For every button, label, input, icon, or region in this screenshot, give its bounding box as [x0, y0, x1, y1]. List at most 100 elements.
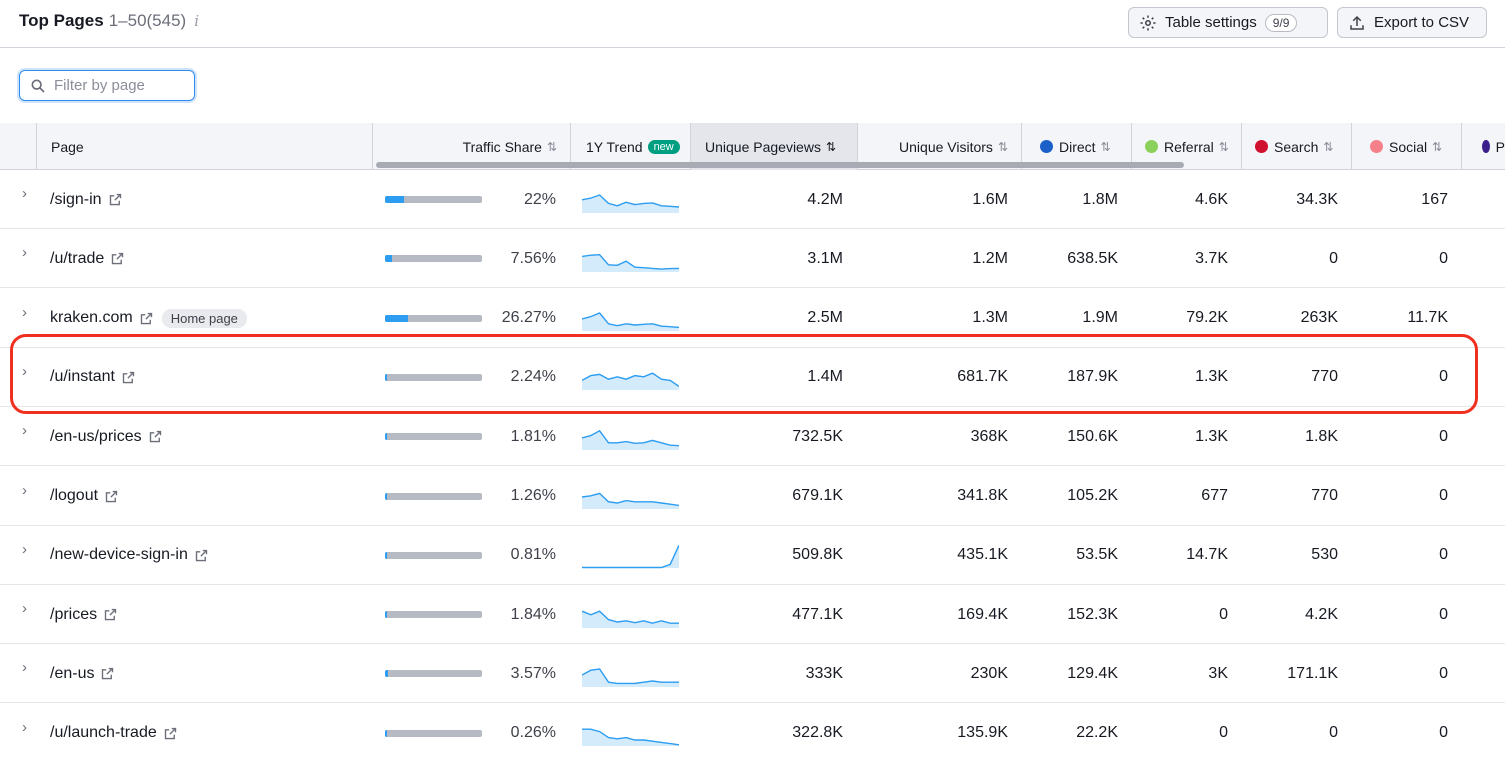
- column-label: Unique Pageviews: [705, 138, 821, 155]
- page-link[interactable]: /u/instant: [50, 368, 115, 386]
- column-header-page[interactable]: Page: [36, 123, 373, 170]
- table-row[interactable]: › /en-us 3.57% 333K 230K 129.4K 3K 171.1…: [0, 644, 1505, 704]
- page-cell: /u/launch-trade: [50, 704, 178, 761]
- expand-row-chevron-icon[interactable]: ›: [22, 185, 27, 202]
- column-label: Unique Visitors: [899, 138, 993, 155]
- sort-icon[interactable]: ⇅: [1100, 139, 1111, 154]
- page-link[interactable]: /u/trade: [50, 249, 105, 267]
- direct-value: 53.5K: [1076, 546, 1118, 564]
- unique-visitors-value: 169.4K: [957, 605, 1008, 623]
- column-header-social[interactable]: Social ⇅: [1351, 123, 1462, 170]
- column-label: P: [1495, 138, 1505, 155]
- page-link[interactable]: /new-device-sign-in: [50, 546, 188, 564]
- social-value: 167: [1421, 190, 1448, 208]
- page-link[interactable]: /en-us: [50, 664, 95, 682]
- unique-visitors-value: 1.3M: [972, 309, 1008, 327]
- social-value: 0: [1439, 487, 1448, 504]
- expand-row-chevron-icon[interactable]: ›: [22, 303, 27, 321]
- table-settings-button[interactable]: Table settings 9/9: [1128, 7, 1328, 38]
- table-row[interactable]: › kraken.com Home page 26.27% 2.5M 1.3M …: [0, 289, 1505, 348]
- expand-row-chevron-icon[interactable]: ›: [22, 244, 27, 262]
- expand-row-chevron-icon[interactable]: ›: [22, 718, 27, 736]
- page-title: Top Pages 1–50(545) i: [19, 11, 199, 31]
- column-header-1y-trend[interactable]: 1Y Trend new: [570, 123, 691, 170]
- table-row[interactable]: › /u/launch-trade 0.26% 322.8K 135.9K 22…: [0, 704, 1505, 761]
- unique-visitors-value: 135.9K: [957, 724, 1008, 742]
- sparkline-area: [582, 545, 679, 569]
- external-link-icon[interactable]: [139, 311, 154, 326]
- trend-sparkline: [582, 170, 679, 229]
- column-header-search[interactable]: Search ⇅: [1241, 123, 1351, 170]
- expand-row-chevron-icon[interactable]: ›: [22, 362, 27, 380]
- search-value: 171.1K: [1287, 664, 1338, 682]
- table-row[interactable]: › /new-device-sign-in 0.81% 509.8K 435.1…: [0, 526, 1505, 585]
- direct-value: 129.4K: [1067, 664, 1118, 682]
- referral-value: 677: [1201, 487, 1228, 504]
- external-link-icon[interactable]: [148, 429, 163, 444]
- info-icon[interactable]: i: [194, 12, 200, 30]
- sort-icon[interactable]: ⇅: [546, 139, 557, 154]
- filter-by-page-field[interactable]: [19, 70, 195, 101]
- sparkline-area: [582, 610, 679, 628]
- sparkline-line: [582, 429, 679, 447]
- external-link-icon[interactable]: [163, 726, 178, 741]
- unique-pageviews-value: 509.8K: [792, 546, 843, 564]
- expand-row-chevron-icon[interactable]: ›: [22, 659, 27, 677]
- page-link[interactable]: /sign-in: [50, 190, 102, 208]
- social-value: 11.7K: [1407, 309, 1448, 327]
- external-link-icon[interactable]: [104, 489, 119, 504]
- page-link[interactable]: /logout: [50, 487, 99, 504]
- unique-visitors-value: 1.6M: [972, 190, 1008, 208]
- column-header-referral[interactable]: Referral ⇅: [1131, 123, 1241, 170]
- table-row[interactable]: › /u/instant 2.24% 1.4M 681.7K 187.9K 1.…: [0, 348, 1505, 407]
- external-link-icon[interactable]: [108, 192, 123, 207]
- direct-value: 1.8M: [1082, 190, 1118, 208]
- table-row[interactable]: › /prices 1.84% 477.1K 169.4K 152.3K 0 4…: [0, 585, 1505, 645]
- external-link-icon[interactable]: [121, 370, 136, 385]
- page-link[interactable]: /u/launch-trade: [50, 724, 157, 742]
- table-row[interactable]: › /u/trade 7.56% 3.1M 1.2M 638.5K 3.7K 0…: [0, 229, 1505, 289]
- unique-pageviews-value: 1.4M: [807, 368, 843, 386]
- traffic-share-bar: [385, 170, 482, 229]
- external-link-icon[interactable]: [103, 607, 118, 622]
- external-link-icon[interactable]: [110, 251, 125, 266]
- column-label: Search: [1274, 138, 1319, 155]
- expand-row-chevron-icon[interactable]: ›: [22, 481, 27, 499]
- expand-row-chevron-icon[interactable]: ›: [22, 422, 27, 440]
- page-link[interactable]: kraken.com: [50, 309, 133, 327]
- page-link[interactable]: /prices: [50, 605, 98, 623]
- sort-icon[interactable]: ⇅: [1218, 139, 1229, 154]
- column-header-unique-visitors[interactable]: Unique Visitors ⇅: [857, 123, 1022, 170]
- sort-icon[interactable]: ⇅: [1323, 139, 1334, 154]
- expand-row-chevron-icon[interactable]: ›: [22, 600, 27, 618]
- sort-icon[interactable]: ⇅: [1432, 139, 1443, 154]
- external-link-icon[interactable]: [194, 548, 209, 563]
- expand-row-chevron-icon[interactable]: ›: [22, 540, 27, 558]
- trend-sparkline: [582, 348, 679, 407]
- table-row[interactable]: › /en-us/prices 1.81% 732.5K 368K 150.6K…: [0, 407, 1505, 467]
- sort-icon[interactable]: ⇅: [997, 139, 1008, 154]
- export-csv-button[interactable]: Export to CSV: [1337, 7, 1487, 38]
- column-header-direct[interactable]: Direct ⇅: [1021, 123, 1131, 170]
- sparkline-line: [582, 372, 679, 388]
- traffic-share-bar: [385, 348, 482, 407]
- social-value: 0: [1439, 724, 1448, 742]
- sort-desc-icon[interactable]: ⇅: [825, 139, 837, 154]
- page-link[interactable]: /en-us/prices: [50, 427, 142, 445]
- search-value: 770: [1311, 487, 1338, 504]
- page-cell: /en-us: [50, 644, 115, 703]
- direct-color-dot: [1040, 140, 1053, 153]
- traffic-share-bar: [385, 526, 482, 585]
- trend-sparkline: [582, 526, 679, 585]
- table-row[interactable]: › /logout 1.26% 679.1K 341.8K 105.2K 677…: [0, 467, 1505, 526]
- horizontal-scrollbar[interactable]: [376, 162, 1184, 168]
- direct-value: 150.6K: [1067, 427, 1118, 445]
- filter-by-page-input[interactable]: [54, 77, 184, 94]
- unique-visitors-value: 368K: [970, 427, 1008, 445]
- table-row[interactable]: › /sign-in 22% 4.2M 1.6M 1.8M 4.6K 34.3K…: [0, 170, 1505, 229]
- column-header-paid[interactable]: P: [1461, 123, 1505, 170]
- external-link-icon[interactable]: [100, 666, 115, 681]
- social-value: 0: [1439, 368, 1448, 386]
- column-header-traffic-share[interactable]: Traffic Share ⇅: [372, 123, 571, 170]
- page-cell: /prices: [50, 585, 118, 644]
